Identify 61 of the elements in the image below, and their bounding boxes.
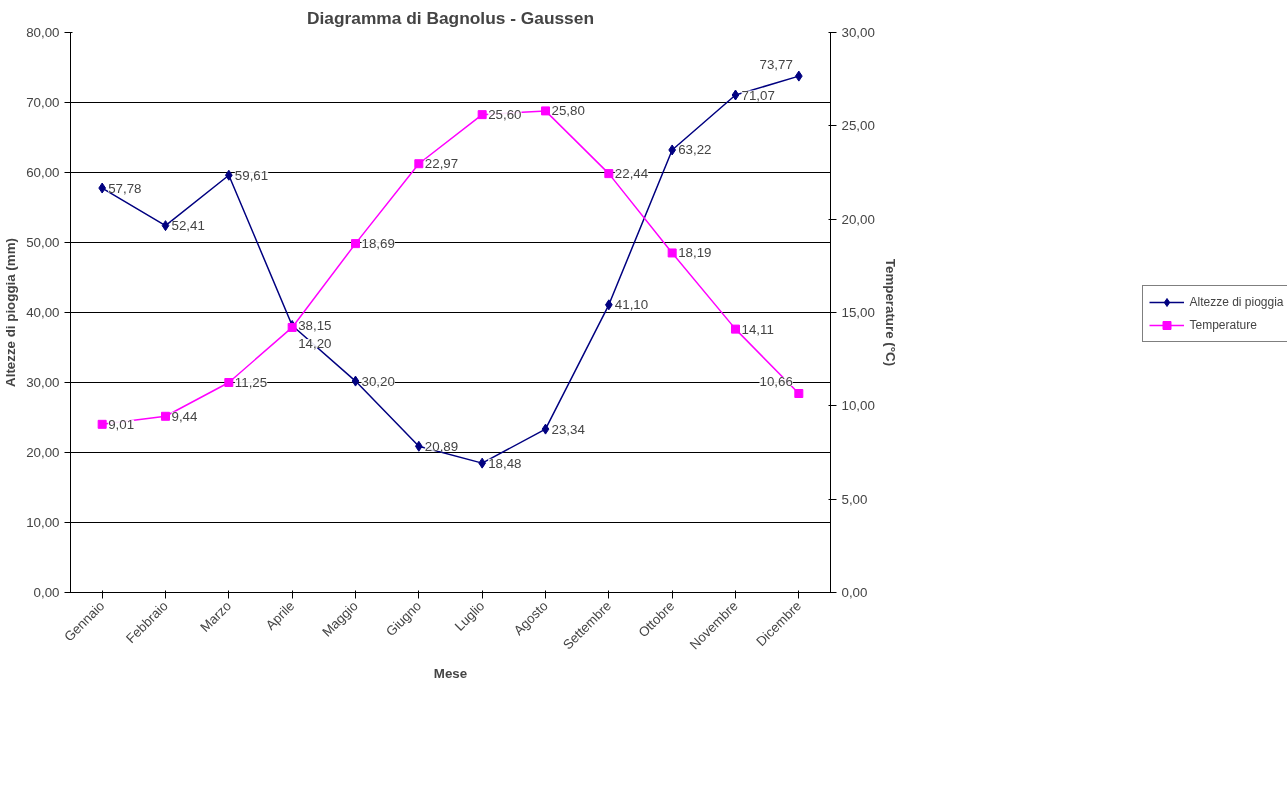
- point: [477, 110, 487, 120]
- point: [541, 106, 550, 116]
- chart-title: Diagramma di Bagnolus - Gaussen: [307, 7, 594, 28]
- y-axis-title: Altezze di pioggia (mm): [3, 238, 19, 387]
- data-label: 18,69: [361, 236, 395, 252]
- x-axis-title: Mese: [433, 665, 468, 681]
- point: [667, 248, 677, 258]
- point: [161, 220, 170, 232]
- point: [604, 169, 614, 179]
- point: [794, 389, 804, 399]
- y-tick-label: 30,00: [26, 375, 60, 390]
- point: [224, 378, 234, 387]
- y-tick-label: 20,00: [26, 445, 60, 460]
- data-label: 14,20: [298, 335, 332, 351]
- data-label: 73,77: [759, 56, 793, 72]
- y2-axis-title: Temperature (°C): [882, 258, 898, 367]
- data-label: 11,25: [234, 375, 268, 390]
- point: [731, 324, 740, 334]
- y-tick-label: 10,00: [26, 515, 60, 530]
- point: [731, 89, 740, 101]
- data-label: 59,61: [234, 167, 269, 183]
- y2-tick-label: 0,00: [841, 585, 868, 600]
- data-label: 52,41: [171, 218, 205, 234]
- y2-tick-label: 30,00: [841, 25, 875, 40]
- data-label: 25,60: [488, 107, 522, 123]
- data-label: 57,78: [108, 180, 142, 196]
- y2-tick-label: 20,00: [841, 211, 875, 227]
- data-label: 9,01: [108, 416, 135, 432]
- point: [414, 159, 424, 169]
- y-tick-label: 40,00: [26, 305, 60, 320]
- y-tick-label: 0,00: [33, 585, 60, 600]
- data-label: 71,07: [741, 87, 775, 103]
- legend-label: Temperature: [1189, 318, 1257, 332]
- legend-label: Altezze di pioggia: [1189, 295, 1284, 309]
- data-label: 63,22: [678, 142, 712, 158]
- point: [351, 239, 360, 249]
- y2-tick-label: 25,00: [841, 118, 875, 134]
- data-label: 10,66: [759, 374, 793, 390]
- data-label: 30,20: [361, 373, 395, 389]
- data-label: 41,10: [614, 297, 649, 313]
- data-label: 18,19: [678, 245, 712, 261]
- point: [541, 423, 550, 435]
- y-tick-label: 50,00: [26, 235, 60, 250]
- data-label: 38,15: [298, 317, 332, 333]
- y-tick-label: 80,00: [26, 25, 60, 40]
- y-tick-label: 70,00: [26, 95, 60, 110]
- data-label: 18,48: [488, 455, 522, 471]
- data-label: 25,80: [551, 103, 585, 119]
- data-label: 22,97: [424, 156, 459, 172]
- y2-tick-label: 10,00: [841, 398, 875, 414]
- data-label: 20,89: [424, 438, 459, 454]
- data-label: 22,44: [614, 166, 649, 182]
- y2-tick-label: 5,00: [841, 491, 868, 507]
- y-tick-label: 60,00: [26, 165, 60, 180]
- data-label: 23,34: [551, 421, 586, 437]
- point: [161, 411, 170, 421]
- y2-tick-label: 15,00: [841, 305, 875, 320]
- point: [351, 375, 360, 387]
- data-label: 9,44: [171, 408, 199, 424]
- data-label: 14,11: [741, 321, 774, 337]
- point: [97, 419, 107, 429]
